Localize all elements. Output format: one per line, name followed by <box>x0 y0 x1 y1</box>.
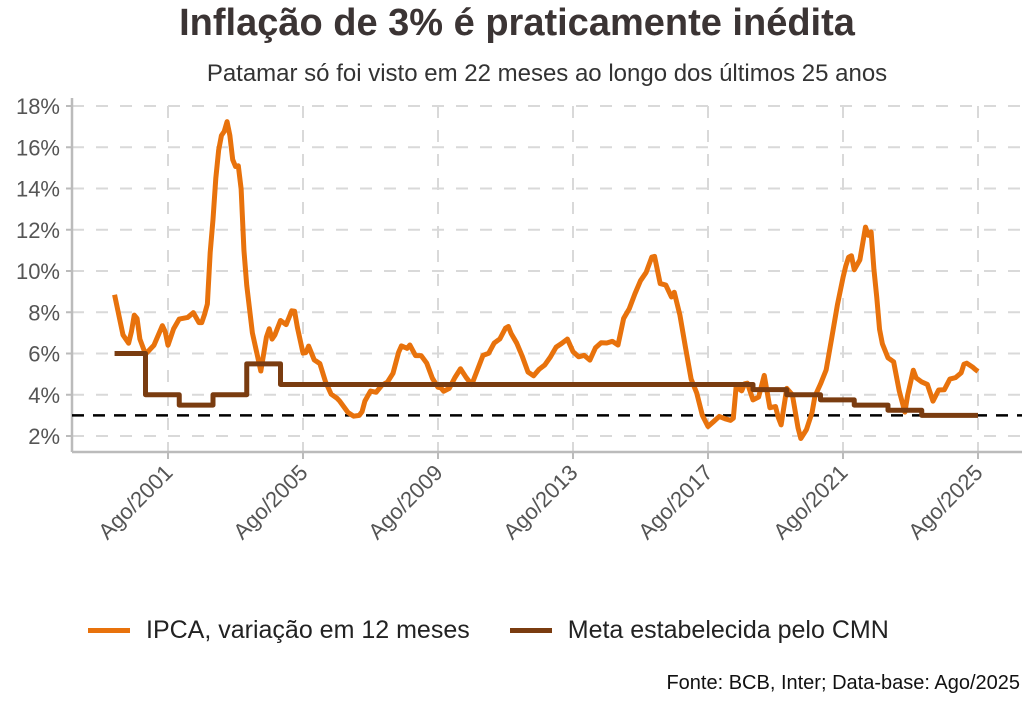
x-tick-label: Ago/2017 <box>633 460 717 544</box>
meta-line <box>114 351 978 418</box>
ipca-line <box>112 119 980 441</box>
x-tick-label: Ago/2025 <box>903 460 987 544</box>
legend-swatch-ipca <box>88 628 130 633</box>
y-tick-label: 14% <box>16 177 60 202</box>
x-tick-label: Ago/2001 <box>93 460 177 544</box>
legend: IPCA, variação em 12 meses Meta estabele… <box>88 616 929 645</box>
legend-label-ipca: IPCA, variação em 12 meses <box>146 616 470 644</box>
source-note: Fonte: BCB, Inter; Data-base: Ago/2025 <box>666 672 1020 694</box>
chart-title: Inflação de 3% é praticamente inédita <box>179 2 855 44</box>
y-tick-label: 4% <box>28 383 60 408</box>
legend-item-meta: Meta estabelecida pelo CMN <box>509 616 889 645</box>
y-tick-label: 16% <box>16 135 60 160</box>
legend-item-ipca: IPCA, variação em 12 meses <box>88 616 470 645</box>
y-tick-label: 2% <box>28 424 60 449</box>
x-tick-label: Ago/2013 <box>498 460 582 544</box>
x-tick-label: Ago/2021 <box>768 460 852 544</box>
y-tick-label: 10% <box>16 259 60 284</box>
y-tick-label: 8% <box>28 300 60 325</box>
y-tick-label: 18% <box>16 94 60 119</box>
legend-label-meta: Meta estabelecida pelo CMN <box>567 616 889 644</box>
chart-subtitle: Patamar só foi visto em 22 meses ao long… <box>206 60 888 87</box>
y-tick-label: 12% <box>16 218 60 243</box>
legend-swatch-meta <box>509 628 552 633</box>
x-tick-label: Ago/2005 <box>228 460 312 544</box>
y-tick-label: 6% <box>28 342 60 367</box>
x-tick-label: Ago/2009 <box>363 460 447 544</box>
